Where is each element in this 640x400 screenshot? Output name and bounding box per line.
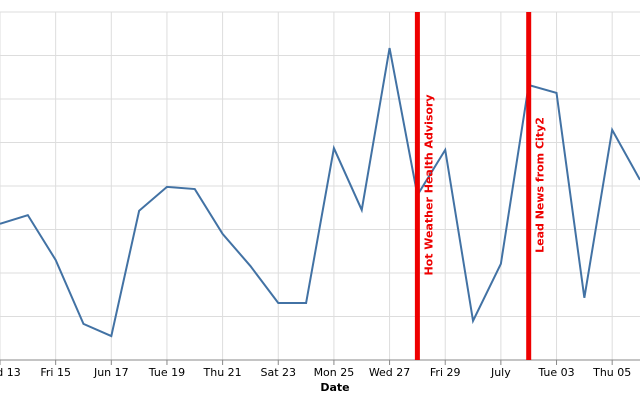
data-line: [0, 47, 640, 338]
x-tick-label: Sat 23: [260, 366, 296, 379]
x-tick-label: July: [490, 366, 511, 379]
x-tick-label: Fri 15: [40, 366, 71, 379]
x-tick-label: Jun 17: [93, 366, 129, 379]
x-tick-label: Tue 19: [148, 366, 185, 379]
x-tick-label: Mon 25: [314, 366, 355, 379]
x-tick-label: Wed 13: [0, 366, 21, 379]
x-axis-label: Date: [320, 381, 349, 394]
x-tick-label: Thu 05: [592, 366, 631, 379]
event-label: Hot Weather Health Advisory: [422, 94, 435, 275]
x-tick-label: Tue 03: [537, 366, 574, 379]
x-tick-label: Thu 21: [203, 366, 242, 379]
x-tick-label: Fri 29: [430, 366, 461, 379]
event-label: Lead News from City2: [534, 117, 547, 253]
x-tick-label: Wed 27: [369, 366, 410, 379]
